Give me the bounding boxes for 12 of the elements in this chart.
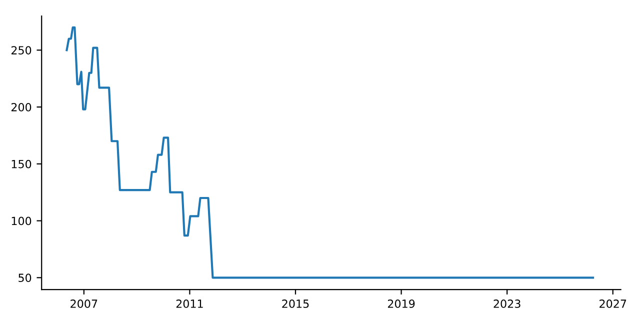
y-tick-label: 50 <box>18 274 32 282</box>
y-tick-label: 250 <box>11 46 32 55</box>
y-tick-label: 150 <box>12 160 32 168</box>
x-tick-label: 2015 <box>282 300 309 308</box>
x-tick-label: 2027 <box>600 300 626 308</box>
x-tick-label: 2007 <box>70 300 98 308</box>
y-tick-label: 200 <box>11 102 32 112</box>
y-tick-label: 100 <box>12 216 32 226</box>
line-series <box>66 26 594 279</box>
x-tick-label: 2011 <box>176 300 203 308</box>
x-tick-label: 2019 <box>388 300 415 308</box>
x-tick-label: 2023 <box>494 300 520 308</box>
